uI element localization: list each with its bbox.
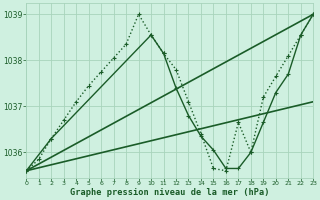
X-axis label: Graphe pression niveau de la mer (hPa): Graphe pression niveau de la mer (hPa) <box>70 188 269 197</box>
